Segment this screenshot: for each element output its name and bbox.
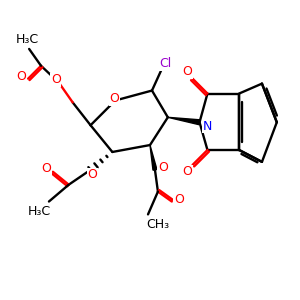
Text: O: O	[16, 70, 26, 83]
Text: O: O	[174, 193, 184, 206]
Text: O: O	[88, 168, 98, 181]
Text: CH₃: CH₃	[146, 218, 170, 231]
Text: O: O	[110, 92, 119, 105]
Text: Cl: Cl	[160, 57, 172, 70]
Text: O: O	[41, 162, 51, 175]
Polygon shape	[168, 117, 200, 125]
Text: O: O	[183, 165, 193, 178]
Text: O: O	[158, 161, 168, 174]
Text: H₃C: H₃C	[16, 32, 39, 46]
Text: O: O	[183, 65, 193, 78]
Text: H₃C: H₃C	[28, 205, 51, 218]
Polygon shape	[150, 145, 157, 170]
Text: N: N	[202, 120, 212, 133]
Text: O: O	[51, 73, 61, 86]
